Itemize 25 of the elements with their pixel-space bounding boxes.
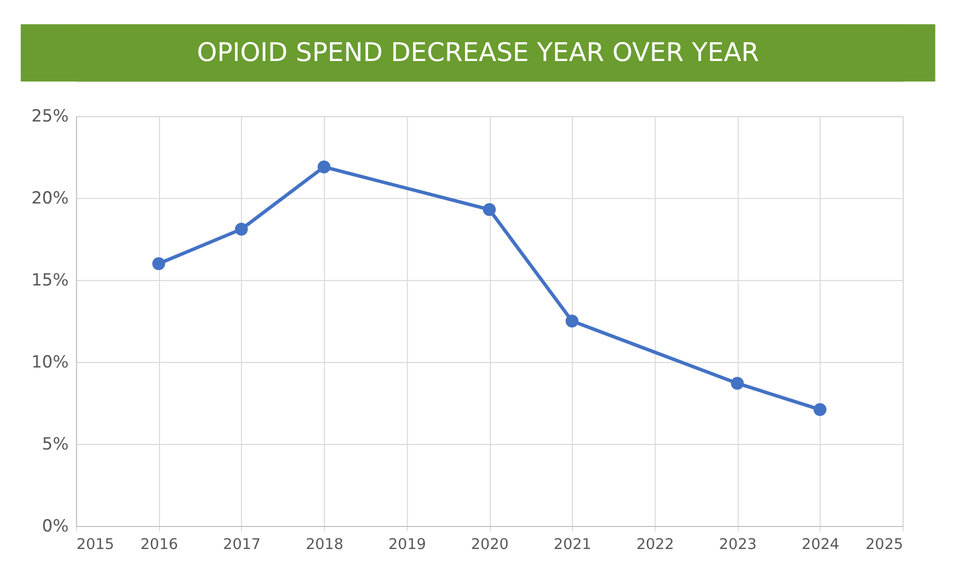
- x-tick-label: 2016: [140, 536, 178, 554]
- point: [234, 222, 248, 236]
- y-tick-label: 10%: [31, 351, 69, 372]
- x-tick-label: 2021: [554, 536, 592, 554]
- y-tick-label: 25%: [31, 106, 69, 126]
- y-tick-label: 5%: [42, 433, 69, 454]
- point: [730, 376, 744, 390]
- chart-title: OPIOID SPEND DECREASE YEAR OVER YEAR: [196, 38, 760, 68]
- point: [482, 203, 496, 216]
- point: [814, 403, 826, 416]
- point: [152, 257, 166, 270]
- x-tick-label: 2015: [76, 536, 114, 554]
- y-tick-label: 15%: [31, 269, 69, 290]
- y-tick-label: 0%: [42, 515, 69, 536]
- x-tick-label: 2017: [223, 536, 261, 554]
- point: [318, 160, 330, 174]
- x-tick-label: 2022: [636, 536, 674, 554]
- y-tick-label: 20%: [31, 188, 69, 208]
- x-tick-label: 2018: [306, 536, 344, 554]
- x-tick-label: 2025: [865, 536, 904, 554]
- x-tick-label: 2019: [388, 536, 426, 554]
- x-tick-label: 2023: [719, 536, 757, 554]
- x-tick-label: 2020: [471, 536, 509, 554]
- x-tick-label: 2024: [802, 536, 840, 554]
- point: [566, 314, 578, 328]
